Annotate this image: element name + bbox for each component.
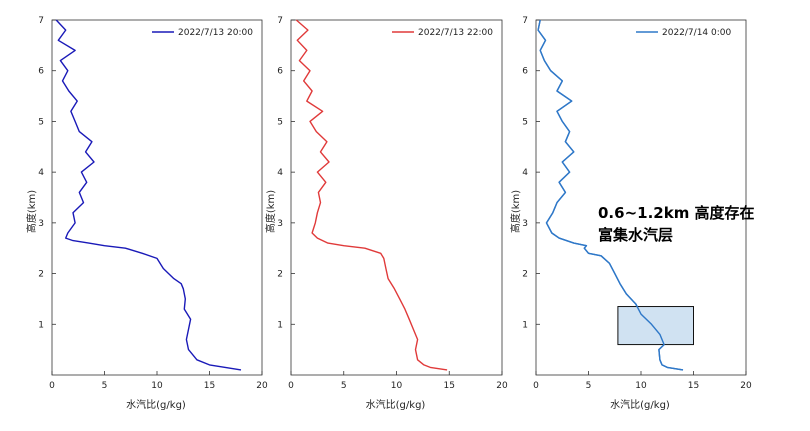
y-tick-label: 7 (38, 16, 44, 26)
legend-label: 2022/7/14 0:00 (662, 28, 731, 38)
y-tick-label: 4 (38, 168, 44, 178)
x-tick-label: 20 (740, 381, 752, 391)
y-tick-label: 2 (522, 270, 528, 280)
x-tick-label: 15 (444, 381, 455, 391)
annotation: 0.6~1.2km 高度存在 富集水汽层 (537, 19, 755, 371)
series-line-overlay (537, 19, 684, 371)
x-tick-label: 10 (151, 381, 163, 391)
annotation-text-line2: 富集水汽层 (598, 226, 673, 244)
y-tick-label: 2 (277, 270, 283, 280)
y-tick-label: 3 (522, 219, 528, 229)
y-tick-label: 3 (277, 219, 283, 229)
x-tick-label: 5 (341, 381, 347, 391)
legend-label: 2022/7/13 22:00 (418, 28, 493, 38)
legend-label: 2022/7/13 20:00 (178, 28, 253, 38)
y-tick-label: 7 (277, 16, 283, 26)
y-tick-label: 7 (522, 16, 528, 26)
x-axis-label: 水汽比(g/kg) (126, 398, 186, 411)
y-tick-label: 5 (38, 117, 44, 127)
x-axis-label: 水汽比(g/kg) (610, 398, 670, 411)
y-tick-label: 5 (277, 117, 283, 127)
y-axis-label: 高度(km) (264, 190, 277, 233)
x-tick-label: 0 (533, 381, 539, 391)
series-line (295, 19, 448, 371)
y-tick-label: 4 (522, 168, 528, 178)
series-line (55, 19, 242, 371)
y-axis-label: 高度(km) (509, 190, 522, 233)
x-tick-label: 0 (288, 381, 294, 391)
x-tick-label: 20 (496, 381, 508, 391)
y-tick-label: 5 (522, 117, 528, 127)
x-tick-label: 20 (256, 381, 268, 391)
y-axis-label: 高度(km) (25, 190, 38, 233)
x-tick-label: 15 (204, 381, 215, 391)
x-tick-label: 10 (391, 381, 403, 391)
x-tick-label: 10 (635, 381, 647, 391)
x-tick-label: 0 (49, 381, 55, 391)
y-tick-label: 6 (38, 67, 44, 77)
y-tick-label: 6 (522, 67, 528, 77)
plot-frame (51, 19, 263, 376)
y-tick-label: 3 (38, 219, 44, 229)
y-tick-label: 6 (277, 67, 283, 77)
x-axis-label: 水汽比(g/kg) (366, 398, 426, 411)
chart-panel-1: 0 5 10 15 20 1 2 3 4 5 6 7 水汽比(g/kg) 高度(km) 2022/7/13 … (25, 16, 268, 411)
annotation-text-line1: 0.6~1.2km 高度存在 (598, 204, 755, 222)
plot-frame (290, 19, 503, 376)
y-tick-label: 2 (38, 270, 44, 280)
chart-panel-2: 0 5 10 15 20 1 2 3 4 5 6 7 水汽比(g/kg) 高度(km) 2022/7/13 … (264, 16, 508, 411)
x-tick-label: 15 (688, 381, 699, 391)
y-tick-label: 1 (277, 320, 283, 330)
y-tick-label: 4 (277, 168, 283, 178)
x-tick-label: 5 (102, 381, 108, 391)
y-tick-label: 1 (522, 320, 528, 330)
y-tick-label: 1 (38, 320, 44, 330)
x-tick-label: 5 (586, 381, 592, 391)
annotation-box (617, 306, 695, 346)
